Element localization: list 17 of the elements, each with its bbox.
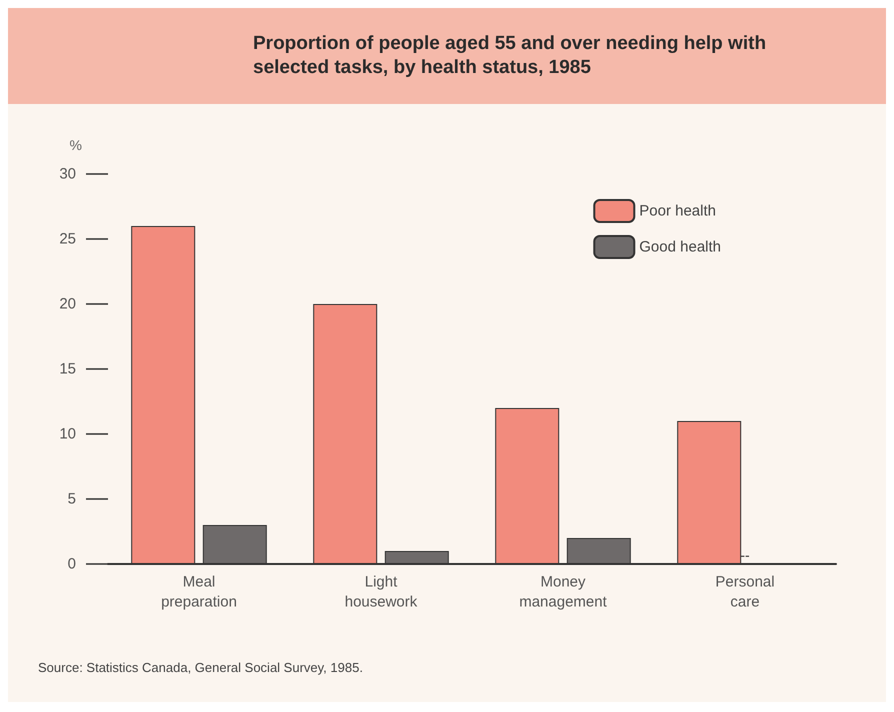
y-tick-label: 30 [59,166,76,182]
y-tick-label: 10 [59,426,76,442]
y-tick-label: 20 [59,296,76,312]
legend-label: Poor health [639,202,716,220]
chart-title: Proportion of people aged 55 and over needing help with selected tasks, by health status, 1985 [253,32,768,80]
annotation: -- [740,547,750,563]
x-tick-label: Meal preparation [161,574,237,610]
y-tick-label: 5 [68,490,76,508]
x-tick-label: Personal care [715,574,775,610]
x-tick-label: Light housework [344,574,418,610]
y-tick-label: 15 [59,360,76,378]
source-note: Source: Statistics Canada, General Social Survey, 1985. [38,660,363,675]
x-tick-label: Money management [519,574,608,610]
y-tick-label: 25 [59,230,76,248]
y-axis-title: % [70,137,82,153]
legend-label: Good health [639,238,722,256]
y-tick-label: 0 [68,556,76,572]
